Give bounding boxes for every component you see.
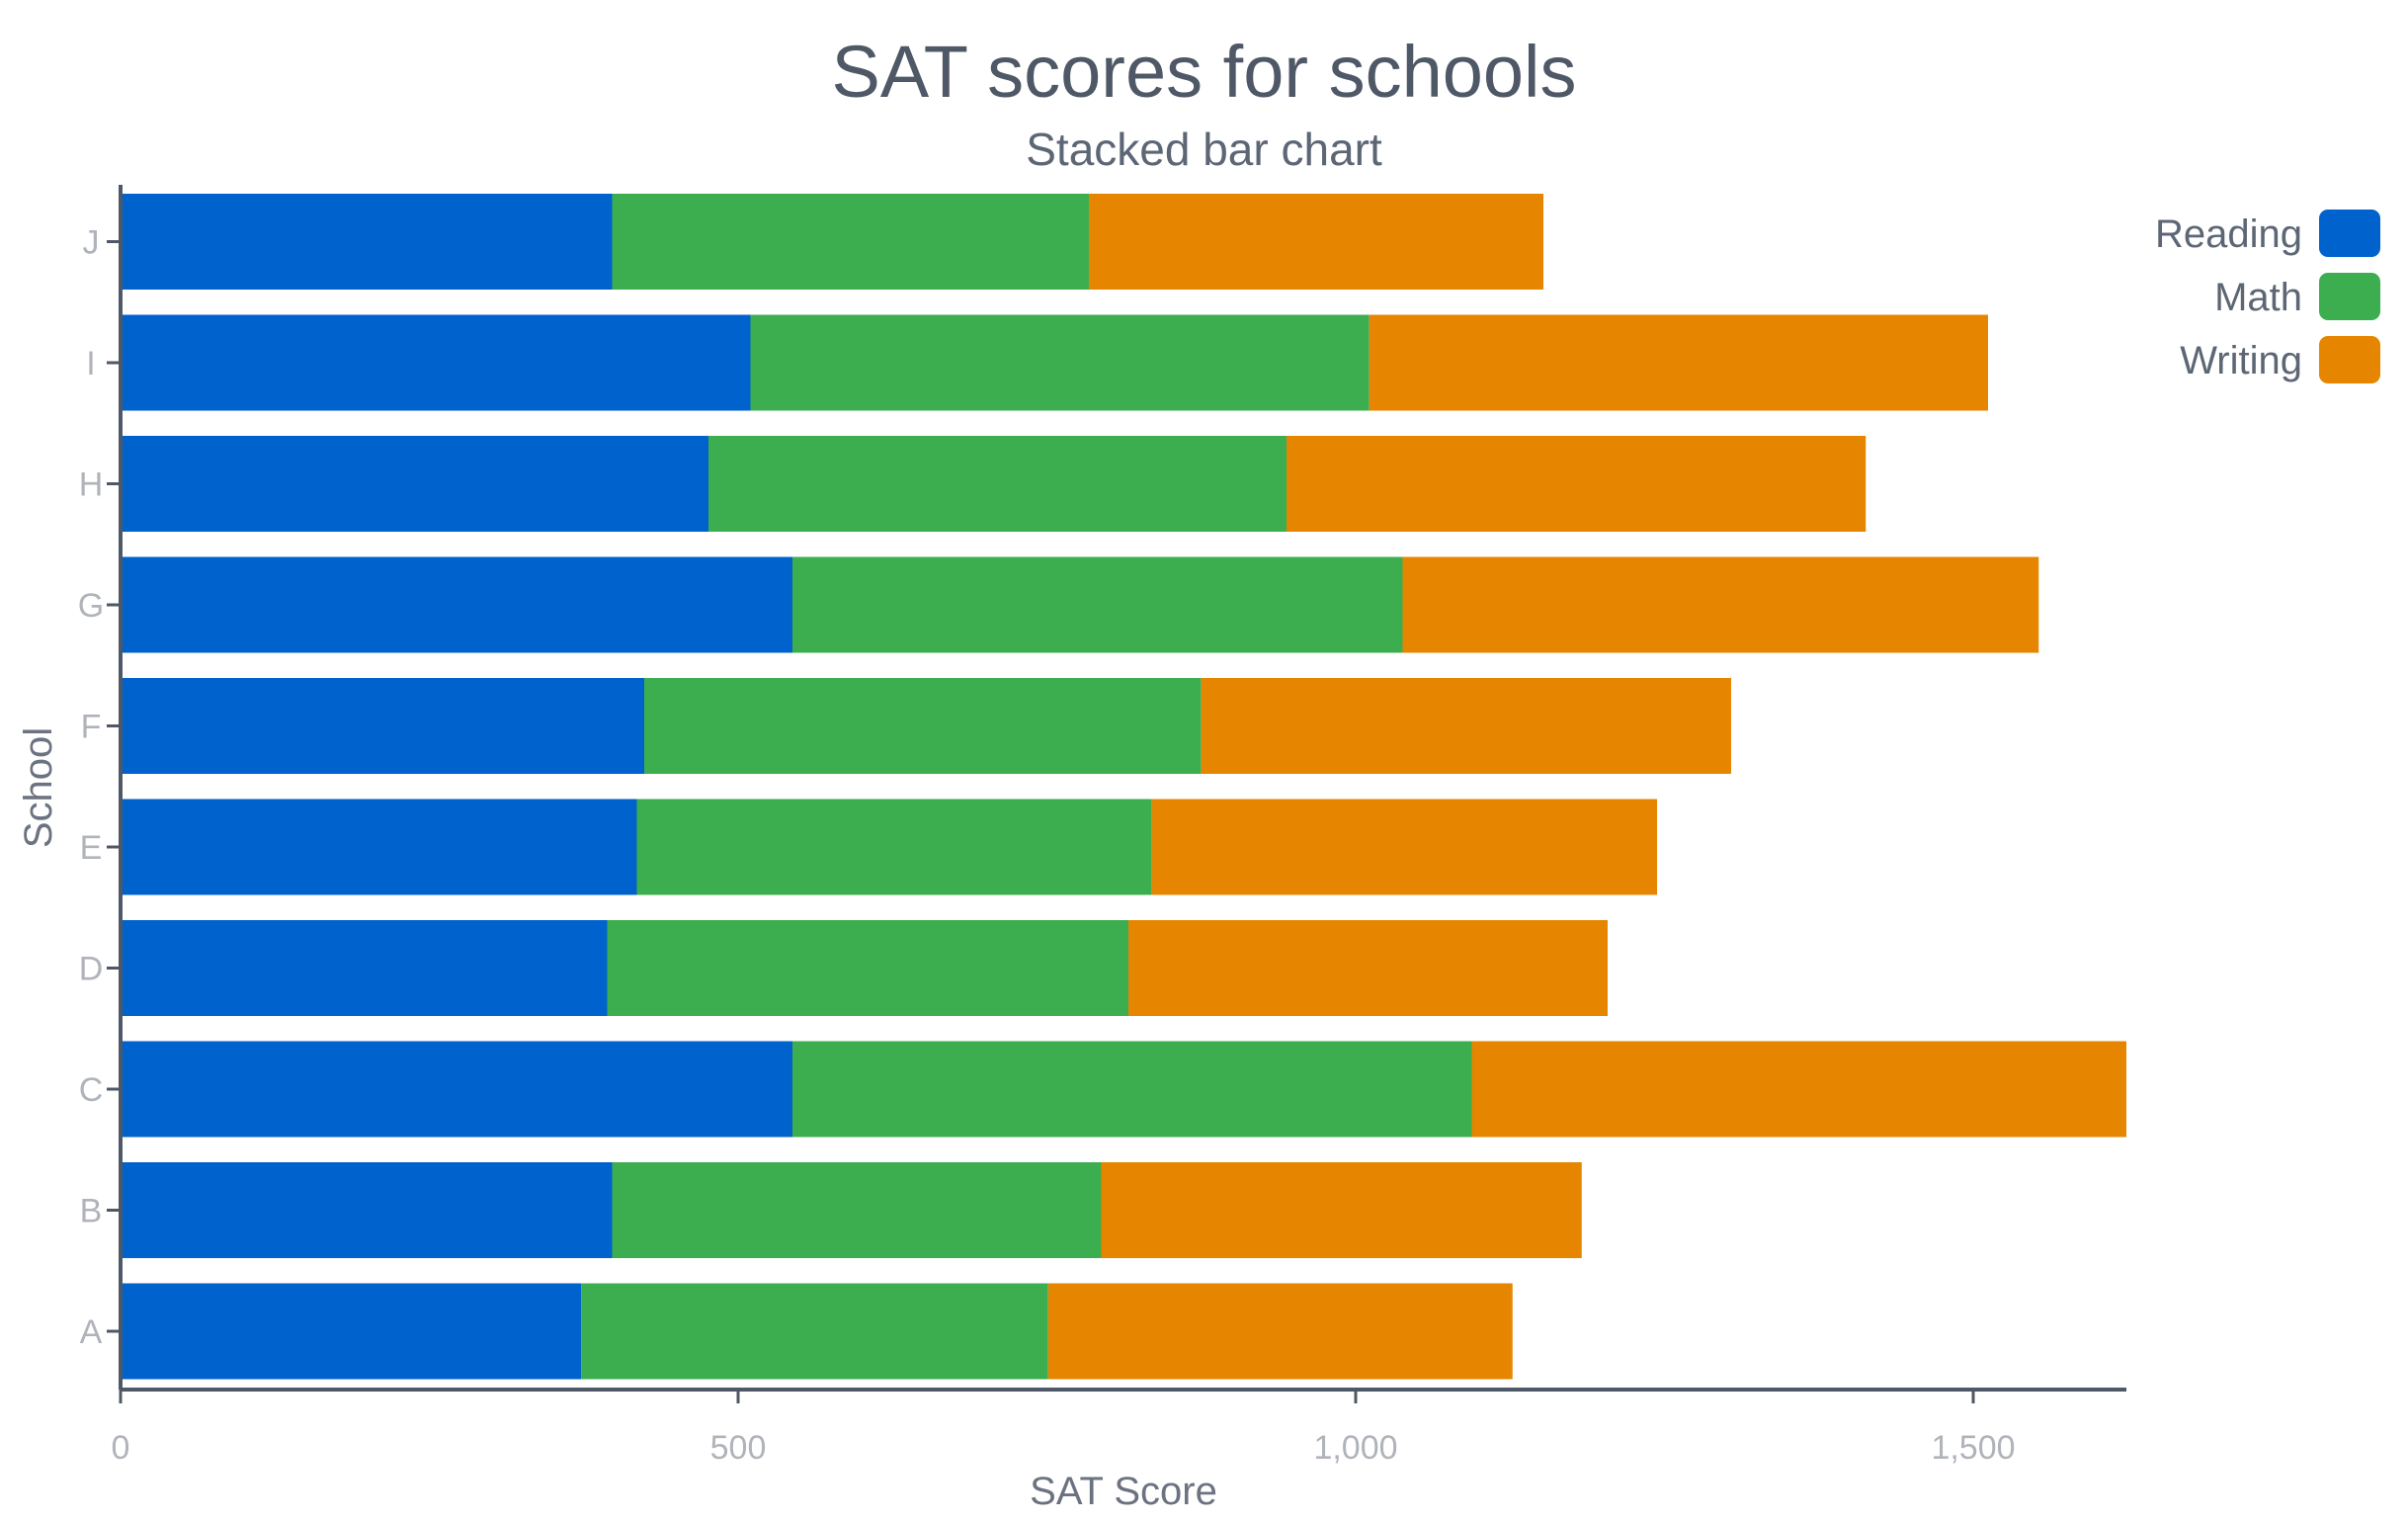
chart-subtitle: Stacked bar chart xyxy=(1026,124,1382,175)
y-tick-label-D: D xyxy=(79,951,104,988)
legend-swatch-math xyxy=(2319,273,2380,320)
bar-math-H xyxy=(708,436,1287,532)
bar-writing-J xyxy=(1089,194,1543,290)
y-tick-label-A: A xyxy=(80,1313,103,1351)
bar-reading-H xyxy=(121,436,708,532)
bar-writing-B xyxy=(1101,1162,1582,1258)
bar-reading-J xyxy=(121,194,613,290)
bars-group xyxy=(121,194,2126,1380)
legend-label-writing: Writing xyxy=(2180,339,2302,382)
y-tick-label-H: H xyxy=(79,466,104,504)
legend-swatch-reading xyxy=(2319,210,2380,257)
legend-label-math: Math xyxy=(2214,276,2302,319)
bar-reading-C xyxy=(121,1041,792,1138)
legend: Reading Math Writing xyxy=(2155,210,2380,383)
y-tick-label-I: I xyxy=(86,345,95,382)
bar-writing-I xyxy=(1369,314,1988,411)
legend-label-reading: Reading xyxy=(2155,212,2302,256)
y-tick-label-B: B xyxy=(80,1193,103,1230)
bar-reading-F xyxy=(121,678,644,774)
bar-reading-D xyxy=(121,920,608,1016)
y-tick-label-C: C xyxy=(79,1071,104,1109)
bar-reading-B xyxy=(121,1162,613,1258)
bar-reading-I xyxy=(121,314,751,411)
bar-reading-E xyxy=(121,799,637,895)
y-axis-label: School xyxy=(17,727,60,848)
bar-math-J xyxy=(612,194,1089,290)
bar-writing-F xyxy=(1201,678,1731,774)
bar-math-E xyxy=(636,799,1152,895)
x-tick-label: 0 xyxy=(112,1429,130,1467)
bar-writing-A xyxy=(1047,1283,1513,1380)
x-tick-label: 500 xyxy=(710,1429,767,1467)
bar-writing-G xyxy=(1402,556,2039,653)
bar-reading-G xyxy=(121,556,792,653)
bar-math-G xyxy=(792,556,1403,653)
axes-group: A B C D E F G H I J 0 500 1,000 1,500 xyxy=(78,185,2126,1467)
chart-title: SAT scores for schools xyxy=(831,31,1577,113)
bar-writing-C xyxy=(1471,1041,2126,1138)
bar-math-D xyxy=(607,920,1128,1016)
bar-writing-E xyxy=(1151,799,1657,895)
bar-math-F xyxy=(644,678,1202,774)
bar-math-B xyxy=(612,1162,1102,1258)
x-axis-label: SAT Score xyxy=(1030,1470,1217,1513)
y-tick-label-G: G xyxy=(78,587,104,625)
bar-writing-H xyxy=(1287,436,1867,532)
bar-math-I xyxy=(750,314,1370,411)
bar-reading-A xyxy=(121,1283,582,1380)
bar-math-A xyxy=(581,1283,1048,1380)
y-tick-label-J: J xyxy=(83,224,100,262)
y-tick-label-E: E xyxy=(80,829,103,867)
x-tick-label: 1,000 xyxy=(1313,1429,1397,1467)
y-tick-label-F: F xyxy=(81,709,102,746)
bar-writing-D xyxy=(1128,920,1608,1016)
legend-swatch-writing xyxy=(2319,336,2380,383)
bar-math-C xyxy=(792,1041,1472,1138)
x-tick-label: 1,500 xyxy=(1931,1429,2015,1467)
